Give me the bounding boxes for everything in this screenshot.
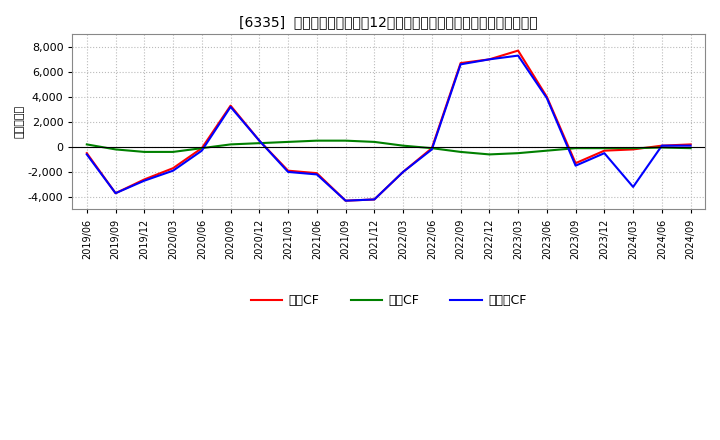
営業CF xyxy=(571,161,580,166)
投資CF xyxy=(284,139,292,145)
営業CF xyxy=(600,148,608,153)
フリーCF xyxy=(370,197,379,202)
フリーCF xyxy=(600,150,608,156)
フリーCF xyxy=(485,57,494,62)
投資CF xyxy=(543,148,552,153)
Legend: 営業CF, 投資CF, フリーCF: 営業CF, 投資CF, フリーCF xyxy=(246,289,531,312)
営業CF xyxy=(312,171,321,176)
投資CF xyxy=(428,146,436,151)
営業CF xyxy=(686,142,695,147)
Y-axis label: （百万円）: （百万円） xyxy=(15,105,25,139)
投資CF xyxy=(686,146,695,151)
投資CF xyxy=(571,146,580,151)
投資CF xyxy=(226,142,235,147)
フリーCF xyxy=(686,143,695,148)
投資CF xyxy=(600,146,608,151)
営業CF xyxy=(514,48,523,53)
Line: 営業CF: 営業CF xyxy=(87,51,690,201)
フリーCF xyxy=(341,198,350,203)
フリーCF xyxy=(312,172,321,177)
投資CF xyxy=(197,146,206,151)
フリーCF xyxy=(197,148,206,153)
投資CF xyxy=(456,149,465,154)
投資CF xyxy=(312,138,321,143)
投資CF xyxy=(370,139,379,145)
フリーCF xyxy=(168,168,177,173)
投資CF xyxy=(168,149,177,154)
投資CF xyxy=(485,152,494,157)
フリーCF xyxy=(514,53,523,58)
フリーCF xyxy=(140,178,148,183)
投資CF xyxy=(514,150,523,156)
営業CF xyxy=(370,197,379,202)
営業CF xyxy=(341,198,350,203)
営業CF xyxy=(399,169,408,175)
Line: 投資CF: 投資CF xyxy=(87,141,690,154)
営業CF xyxy=(112,191,120,196)
営業CF xyxy=(629,147,637,152)
フリーCF xyxy=(456,62,465,67)
営業CF xyxy=(284,168,292,173)
フリーCF xyxy=(543,95,552,101)
投資CF xyxy=(112,147,120,152)
営業CF xyxy=(140,177,148,182)
フリーCF xyxy=(255,138,264,143)
投資CF xyxy=(399,143,408,148)
フリーCF xyxy=(428,147,436,152)
営業CF xyxy=(197,146,206,151)
フリーCF xyxy=(83,152,91,157)
Title: [6335]  キャッシュフローの12か月移動合計の対前年同期増減額の推移: [6335] キャッシュフローの12か月移動合計の対前年同期増減額の推移 xyxy=(240,15,538,29)
フリーCF xyxy=(629,184,637,190)
営業CF xyxy=(456,60,465,66)
営業CF xyxy=(168,165,177,171)
フリーCF xyxy=(399,169,408,175)
営業CF xyxy=(543,94,552,99)
投資CF xyxy=(140,149,148,154)
フリーCF xyxy=(571,163,580,169)
フリーCF xyxy=(284,169,292,175)
投資CF xyxy=(83,142,91,147)
投資CF xyxy=(341,138,350,143)
フリーCF xyxy=(112,191,120,196)
営業CF xyxy=(83,150,91,156)
営業CF xyxy=(226,103,235,108)
営業CF xyxy=(485,57,494,62)
営業CF xyxy=(657,143,666,148)
フリーCF xyxy=(226,104,235,110)
Line: フリーCF: フリーCF xyxy=(87,55,690,201)
投資CF xyxy=(629,146,637,151)
営業CF xyxy=(428,146,436,151)
営業CF xyxy=(255,138,264,143)
投資CF xyxy=(255,140,264,146)
投資CF xyxy=(657,145,666,150)
フリーCF xyxy=(657,143,666,148)
